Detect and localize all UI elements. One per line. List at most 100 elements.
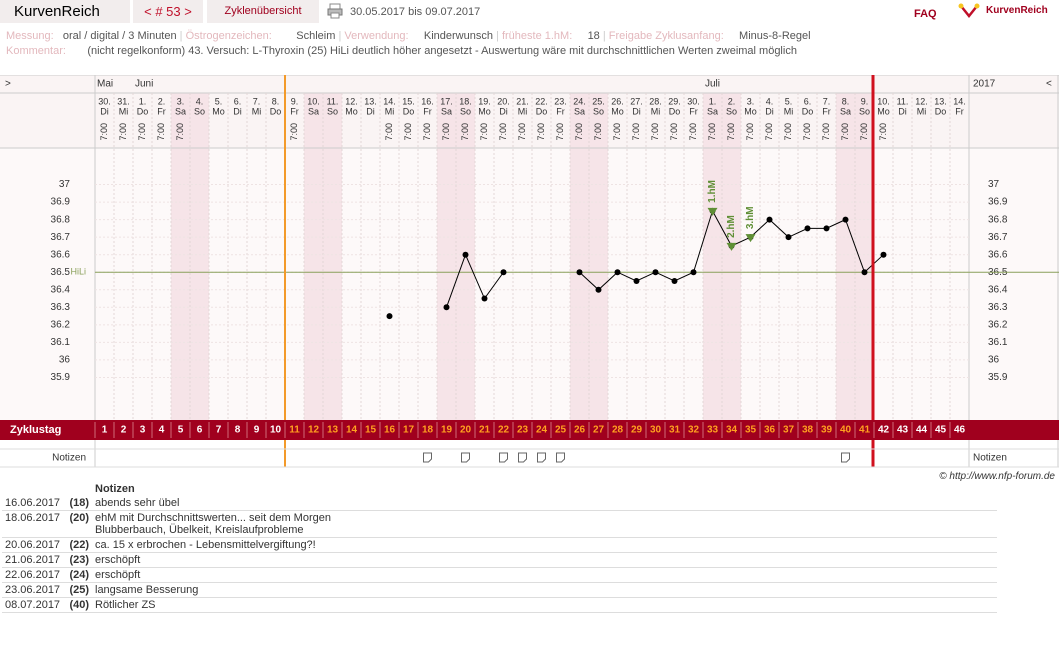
weekday-label: Fr bbox=[423, 106, 432, 116]
cycle-nav[interactable]: < # 53 > bbox=[133, 0, 203, 23]
note-date: 21.06.2017 bbox=[2, 552, 64, 568]
weekday-label: Di bbox=[632, 106, 641, 116]
info-label: Östrogenzeichen: bbox=[185, 30, 272, 42]
weekend-column bbox=[304, 93, 323, 420]
weekday-label: Mi bbox=[651, 106, 661, 116]
nav[interactable]: < bbox=[1046, 79, 1052, 90]
note-row: 20.06.2017 (22) ca. 15 x erbrochen - Leben… bbox=[2, 537, 997, 553]
note-icon[interactable] bbox=[461, 452, 470, 463]
cycle-day: 36 bbox=[764, 425, 776, 436]
cycle-day: 37 bbox=[783, 425, 795, 436]
info-label: Verwendung: bbox=[344, 30, 409, 42]
y-tick-label: 36.6 bbox=[51, 249, 71, 260]
note-text-cell: langsame Besserung bbox=[92, 582, 997, 598]
note-icon[interactable] bbox=[423, 452, 432, 463]
date-label: 11. bbox=[897, 96, 909, 106]
hm-label: 2.hM bbox=[726, 215, 737, 238]
weekday-label: Do bbox=[403, 106, 415, 116]
notes-header: Notizen bbox=[95, 483, 135, 495]
weekday-label: Sa bbox=[840, 106, 851, 116]
y-tick-label-right: 36.7 bbox=[988, 232, 1008, 243]
faq-link[interactable]: FAQ bbox=[914, 8, 937, 20]
weekday-label: Do bbox=[669, 106, 681, 116]
time-label: 7:00 bbox=[137, 123, 147, 141]
cycle-day: 45 bbox=[935, 425, 947, 436]
overview-link[interactable]: Zyklenübersicht bbox=[207, 0, 319, 23]
time-label: 7:00 bbox=[517, 123, 527, 141]
time-label: 7:00 bbox=[289, 123, 299, 141]
weekday-label: So bbox=[593, 106, 604, 116]
weekend-column bbox=[171, 93, 190, 420]
time-label: 7:00 bbox=[764, 123, 774, 141]
note-day: (25) bbox=[64, 582, 92, 598]
weekday-label: Mo bbox=[611, 106, 624, 116]
cycle-bar bbox=[0, 420, 1059, 440]
hm-marker bbox=[707, 207, 718, 216]
plot-bg bbox=[0, 148, 1059, 420]
temperature-point bbox=[462, 251, 469, 258]
time-label: 7:00 bbox=[99, 123, 109, 141]
note-text-cell: erschöpft bbox=[92, 567, 997, 583]
header-cell bbox=[64, 482, 92, 496]
cycle-day: 42 bbox=[878, 425, 890, 436]
print-icon[interactable] bbox=[327, 3, 343, 19]
weekend-column bbox=[722, 93, 741, 420]
note-icon[interactable] bbox=[556, 452, 565, 463]
date-label: 9. bbox=[861, 96, 869, 106]
weekend-column bbox=[323, 93, 342, 420]
note-icon[interactable] bbox=[537, 452, 546, 463]
cycle-day: 11 bbox=[289, 425, 300, 436]
y-tick-label-right: 36.2 bbox=[988, 319, 1008, 330]
note-icon[interactable] bbox=[518, 452, 527, 463]
time-label: 7:00 bbox=[669, 123, 679, 141]
cycle-day: 43 bbox=[897, 425, 909, 436]
date-label: 13. bbox=[364, 96, 377, 106]
hm-label: 3.hM bbox=[745, 206, 756, 229]
note-day: (22) bbox=[64, 537, 92, 553]
month-label: Juni bbox=[135, 79, 153, 90]
cycle-day: 12 bbox=[308, 425, 320, 436]
time-label: 7:00 bbox=[403, 123, 413, 141]
note-text-cell: erschöpft bbox=[92, 552, 997, 568]
weekend-column bbox=[589, 93, 608, 420]
date-label: 15. bbox=[402, 96, 415, 106]
y-tick-label: 36.3 bbox=[51, 302, 71, 313]
weekday-label: Mi bbox=[917, 106, 927, 116]
date-label: 16. bbox=[421, 96, 434, 106]
weekend-column bbox=[190, 93, 209, 420]
note-icon[interactable] bbox=[841, 452, 850, 463]
note-row: 16.06.2017 (18) abends sehr übel bbox=[2, 496, 997, 511]
hm-marker bbox=[726, 242, 737, 251]
note-icon[interactable] bbox=[499, 452, 508, 463]
info-line: Messung: oral / digital / 3 Minuten | Ös… bbox=[6, 30, 811, 42]
cycle-day: 32 bbox=[688, 425, 700, 436]
y-tick-label: 36.8 bbox=[51, 214, 71, 225]
note-day: (18) bbox=[64, 496, 92, 511]
time-label: 7:00 bbox=[878, 123, 888, 141]
date-label: 6. bbox=[804, 96, 812, 106]
weekday-label: Sa bbox=[308, 106, 319, 116]
weekday-label: Mi bbox=[385, 106, 395, 116]
cycle-day: 26 bbox=[574, 425, 586, 436]
cycle-bar-label: Zyklustag bbox=[10, 424, 61, 436]
cycle-day: 38 bbox=[802, 425, 814, 436]
nav[interactable]: > bbox=[5, 79, 11, 90]
cycle-day: 46 bbox=[954, 425, 966, 436]
year: 2017 bbox=[973, 79, 996, 90]
cycle-day: 16 bbox=[384, 425, 396, 436]
temperature-point bbox=[443, 304, 450, 311]
date-label: 21. bbox=[516, 96, 529, 106]
note-row: 18.06.2017 (20) ehM mit Durchschnittswerte… bbox=[2, 510, 997, 538]
y-tick-label: 36.5 bbox=[51, 267, 71, 278]
weekday-label: So bbox=[327, 106, 338, 116]
date-label: 31. bbox=[117, 96, 130, 106]
weekday-label: Di bbox=[499, 106, 508, 116]
weekday-label: Fr bbox=[689, 106, 698, 116]
brand[interactable]: KurvenReich bbox=[0, 0, 130, 23]
note-text: Rötlicher ZS bbox=[95, 599, 156, 611]
weekday-label: Do bbox=[536, 106, 548, 116]
weekday-label: Mi bbox=[252, 106, 262, 116]
cycle-day: 29 bbox=[631, 425, 643, 436]
